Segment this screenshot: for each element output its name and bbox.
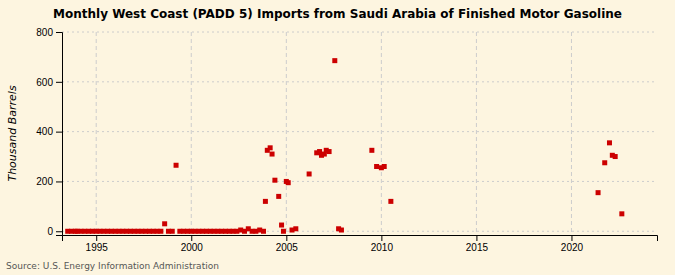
grid-line xyxy=(62,181,657,182)
tick: 600 xyxy=(36,77,62,88)
tick: 400 xyxy=(36,126,62,137)
tick-mark xyxy=(286,235,287,241)
title: Monthly West Coast (PADD 5) Imports from… xyxy=(53,7,622,21)
points xyxy=(65,58,624,234)
x-axis: 1995 2000 2005 2010 2015 2020 xyxy=(63,235,658,253)
tick-label: 2005 xyxy=(276,242,299,253)
point xyxy=(339,228,344,233)
point xyxy=(268,145,273,150)
grid-line xyxy=(286,32,287,235)
point xyxy=(388,199,393,204)
tick-mark xyxy=(56,32,62,33)
tick-mark xyxy=(381,235,382,241)
point xyxy=(270,152,275,157)
tick-label: 200 xyxy=(36,176,53,187)
point xyxy=(281,229,286,234)
tick-label: 1995 xyxy=(86,242,109,253)
tick-label: 0 xyxy=(47,226,53,237)
point xyxy=(369,148,374,153)
axis-line xyxy=(56,33,63,236)
point xyxy=(261,229,266,234)
point xyxy=(276,194,281,199)
point xyxy=(162,221,167,226)
tick-mark xyxy=(56,82,62,83)
tick: 2015 xyxy=(466,235,489,253)
tick: 800 xyxy=(36,27,62,38)
tick-label: 400 xyxy=(36,126,53,137)
point xyxy=(307,171,312,176)
tick-mark xyxy=(191,235,192,241)
tick: 2020 xyxy=(561,235,584,253)
tick-mark xyxy=(571,235,572,241)
tick-label: 2000 xyxy=(181,242,204,253)
point xyxy=(602,160,607,165)
point xyxy=(613,154,618,159)
chart-svg: 1995 2000 2005 2010 2015 2020 0 200 400 600 800Mon… xyxy=(0,0,675,275)
tick: 0 xyxy=(47,226,62,237)
point xyxy=(327,149,332,154)
point xyxy=(279,223,284,228)
tick-mark xyxy=(476,235,477,241)
tick-label: 800 xyxy=(36,27,53,38)
tick-label: 2020 xyxy=(561,242,584,253)
point xyxy=(293,226,298,231)
tick: 200 xyxy=(36,176,62,187)
point xyxy=(174,163,179,168)
point xyxy=(382,164,387,169)
grid-line xyxy=(96,32,97,235)
point xyxy=(619,211,624,216)
grid-line xyxy=(62,131,657,132)
point xyxy=(607,140,612,145)
grid-line xyxy=(571,32,572,235)
chart-container: 1995 2000 2005 2010 2015 2020 0 200 400 600 800Mon… xyxy=(0,0,675,275)
point xyxy=(170,229,175,234)
tick-label: 600 xyxy=(36,77,53,88)
tick-mark xyxy=(96,235,97,241)
tick-label: 2010 xyxy=(371,242,394,253)
y-axis: 0 200 400 600 800 xyxy=(36,27,62,237)
point xyxy=(158,229,163,234)
tick-mark xyxy=(56,132,62,133)
grid xyxy=(62,32,657,235)
grid-line xyxy=(191,32,192,235)
y-axis-title: Thousand Barrels xyxy=(6,85,19,181)
grid-line xyxy=(62,81,657,82)
grid-line xyxy=(62,32,657,33)
tick: 1995 xyxy=(86,235,109,253)
point xyxy=(374,164,379,169)
tick: 2005 xyxy=(276,235,299,253)
tick: 2000 xyxy=(181,235,204,253)
grid-line xyxy=(476,32,477,235)
point xyxy=(263,199,268,204)
point xyxy=(286,180,291,185)
grid-line xyxy=(381,32,382,235)
axis-line xyxy=(63,236,658,242)
point xyxy=(596,190,601,195)
tick-label: 2015 xyxy=(466,242,489,253)
annotation: Source: U.S. Energy Information Administ… xyxy=(6,261,219,271)
tick-mark xyxy=(56,181,62,182)
point xyxy=(332,58,337,63)
tick-mark xyxy=(56,231,62,232)
point xyxy=(272,178,277,183)
tick: 2010 xyxy=(371,235,394,253)
